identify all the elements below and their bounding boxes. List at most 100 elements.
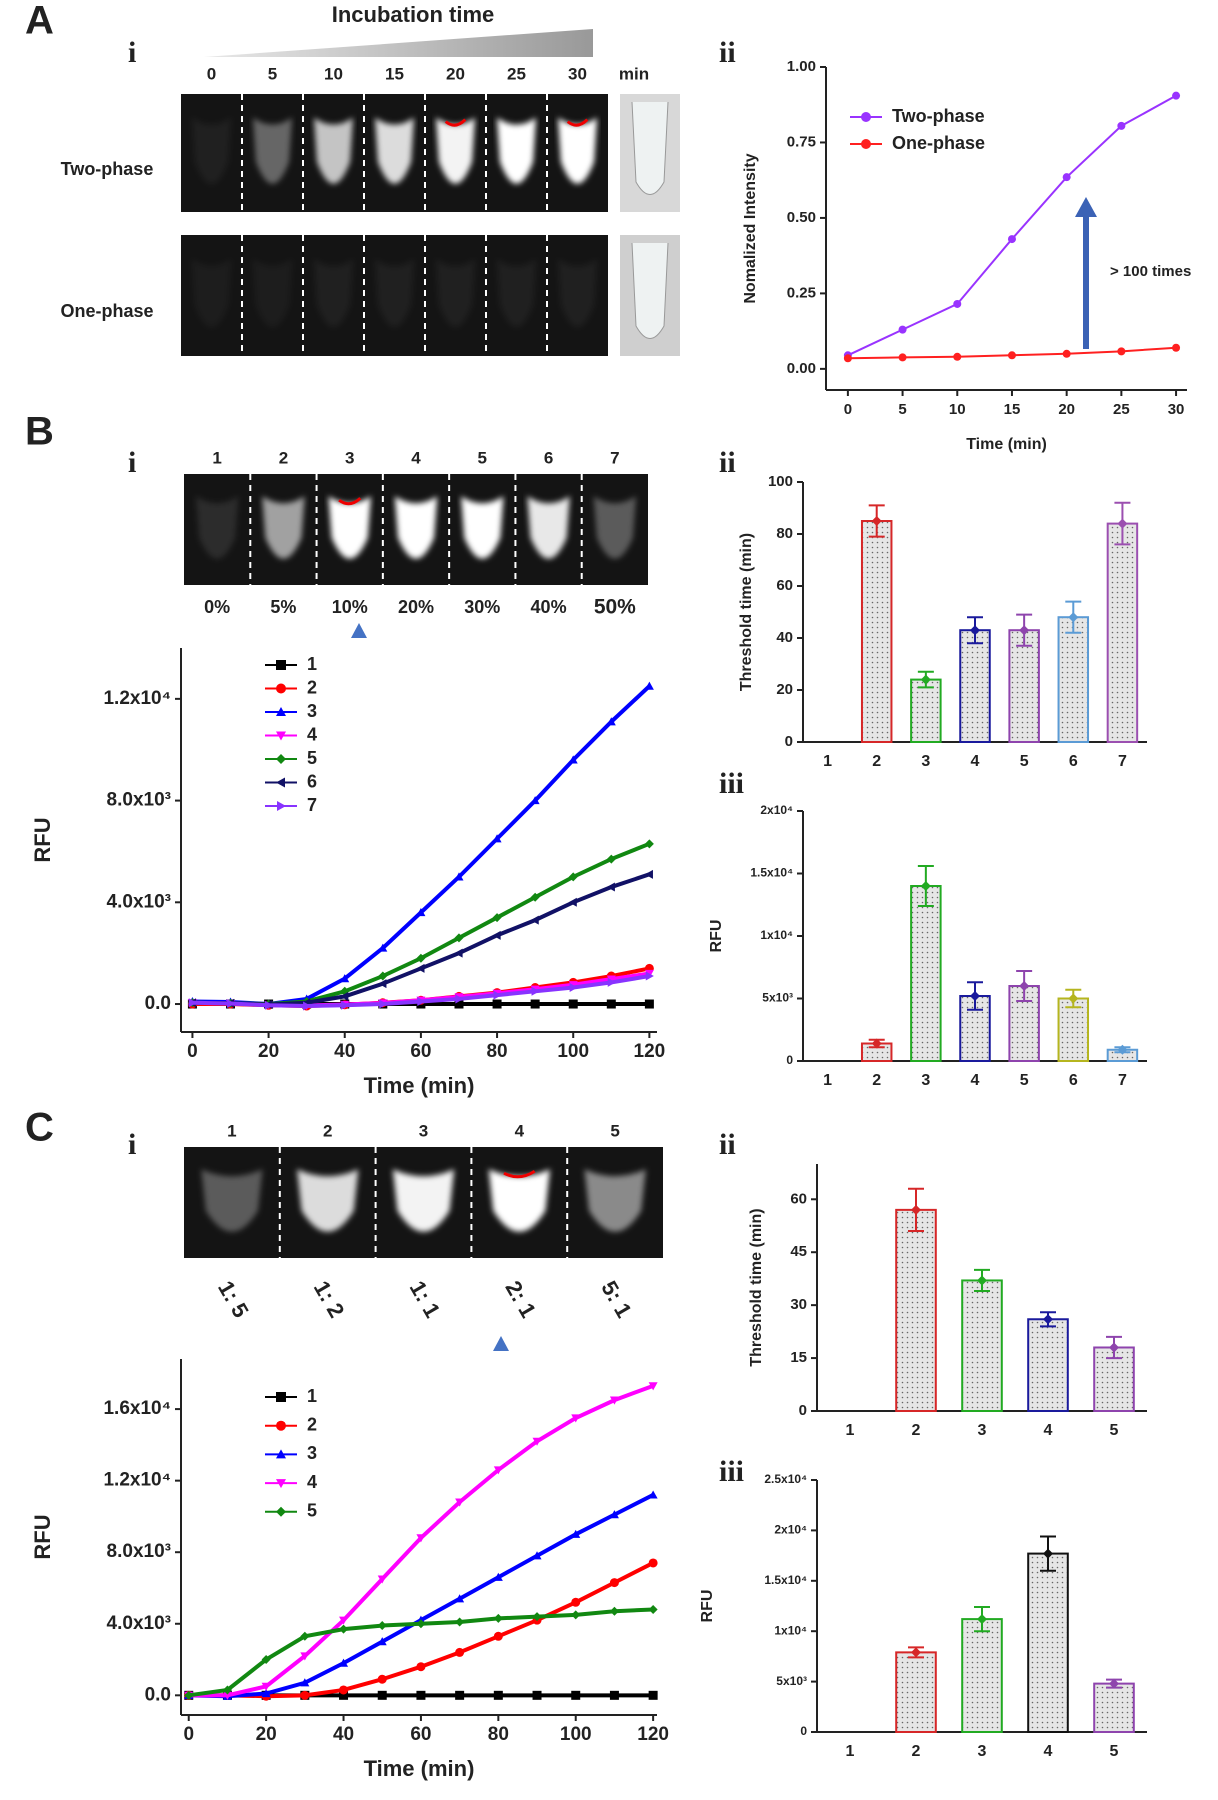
- point: [648, 1490, 658, 1499]
- annotation: > 100 times: [1110, 263, 1191, 280]
- point: [455, 994, 464, 1004]
- point: [606, 975, 616, 984]
- bar: [895, 1208, 937, 1413]
- y-tick-label: 15: [790, 1349, 807, 1366]
- y-tick-label: 2x10⁴: [774, 1523, 807, 1537]
- point: [416, 1690, 426, 1700]
- x-tick-label: 120: [637, 1724, 669, 1745]
- x-tick-label: 20: [258, 1041, 279, 1062]
- point: [609, 1396, 619, 1405]
- legend-marker: [276, 1479, 286, 1489]
- legend-marker: [276, 707, 286, 716]
- tube-glow: [374, 259, 415, 327]
- bar: [1027, 1552, 1069, 1733]
- y-tick-label: 1.2x10⁴: [103, 1470, 171, 1491]
- y-tick-label: 0.0: [145, 1684, 171, 1705]
- point: [492, 834, 502, 843]
- tube-glow: [593, 496, 637, 559]
- point: [970, 625, 980, 636]
- point: [300, 1690, 310, 1700]
- row-label: One-phase: [60, 301, 153, 321]
- point: [609, 1510, 619, 1519]
- tube-glow: [262, 496, 305, 559]
- lane-label: 6: [544, 448, 553, 467]
- time-label: 5: [268, 64, 277, 83]
- point: [222, 1685, 232, 1695]
- point: [261, 1655, 271, 1665]
- point: [378, 943, 388, 952]
- point: [532, 1551, 542, 1560]
- point: [609, 1578, 619, 1588]
- lane-label: 4: [515, 1121, 525, 1140]
- time-label: 20: [446, 64, 465, 83]
- point: [222, 1691, 232, 1700]
- tube-outline: [631, 242, 669, 339]
- legend-marker: [276, 1449, 286, 1459]
- x-tick-label: 0: [844, 401, 852, 418]
- point: [1019, 981, 1030, 991]
- tube-glow: [488, 1169, 550, 1232]
- legend-label: 3: [307, 701, 317, 721]
- x-tick-label: 6: [1069, 753, 1078, 770]
- wedge: [204, 29, 593, 57]
- legend-label: 7: [307, 795, 317, 815]
- red-mark: [444, 118, 467, 127]
- sub-label: i: [128, 1128, 136, 1161]
- x-axis-label: Time (min): [966, 436, 1047, 453]
- point: [379, 999, 388, 1009]
- x-tick-label: 30: [1168, 401, 1185, 418]
- point: [454, 872, 464, 881]
- lane-label: 1: [212, 448, 221, 467]
- point: [898, 353, 907, 362]
- condition-label: 1: 1: [405, 1276, 446, 1321]
- point: [493, 1613, 503, 1623]
- point: [339, 1624, 349, 1634]
- x-tick-label: 40: [333, 1724, 354, 1745]
- legend-marker: [276, 1420, 286, 1431]
- x-tick-label: 60: [410, 1724, 431, 1745]
- time-label: 0: [207, 64, 216, 83]
- x-tick-label: 4: [971, 753, 980, 770]
- legend-marker: [276, 660, 286, 670]
- lane-label: 7: [610, 448, 619, 467]
- tube-outline: [631, 101, 669, 195]
- legend-label: 5: [307, 1501, 317, 1521]
- y-tick-label: 4.0x10³: [107, 891, 171, 912]
- y-tick-label: 0: [800, 1724, 807, 1738]
- sub-label: ii: [719, 36, 736, 69]
- condition-label: 0%: [204, 597, 230, 617]
- point: [493, 990, 502, 1000]
- legend-marker: [861, 112, 871, 122]
- x-tick-label: 3: [978, 1422, 987, 1439]
- tube-glow: [201, 1169, 263, 1232]
- point: [609, 1606, 619, 1616]
- point: [416, 953, 426, 963]
- point: [417, 996, 426, 1006]
- tube-glow: [496, 259, 537, 327]
- point: [377, 1690, 387, 1700]
- x-tick-label: 80: [488, 1724, 509, 1745]
- x-tick-label: 1: [823, 1072, 832, 1089]
- legend-marker: [276, 777, 285, 788]
- marker-triangle: [351, 623, 367, 638]
- y-tick-label: 0.25: [787, 284, 816, 301]
- condition-label: 30%: [464, 597, 500, 617]
- x-tick-label: 4: [971, 1072, 980, 1089]
- point: [455, 1690, 465, 1700]
- tube-glow: [313, 117, 354, 184]
- y-tick-label: 0.50: [787, 209, 816, 226]
- x-tick-label: 7: [1118, 753, 1127, 770]
- point: [454, 933, 464, 943]
- condition-label: 50%: [594, 596, 636, 619]
- lane-label: 4: [411, 448, 421, 467]
- legend-label: 1: [307, 654, 317, 674]
- point: [644, 681, 654, 690]
- sub-label: iii: [719, 767, 744, 800]
- red-mark: [566, 118, 589, 127]
- x-tick-label: 3: [921, 753, 930, 770]
- tube-glow: [252, 259, 293, 327]
- point: [1109, 1678, 1119, 1689]
- point: [416, 907, 426, 917]
- point: [300, 1678, 310, 1687]
